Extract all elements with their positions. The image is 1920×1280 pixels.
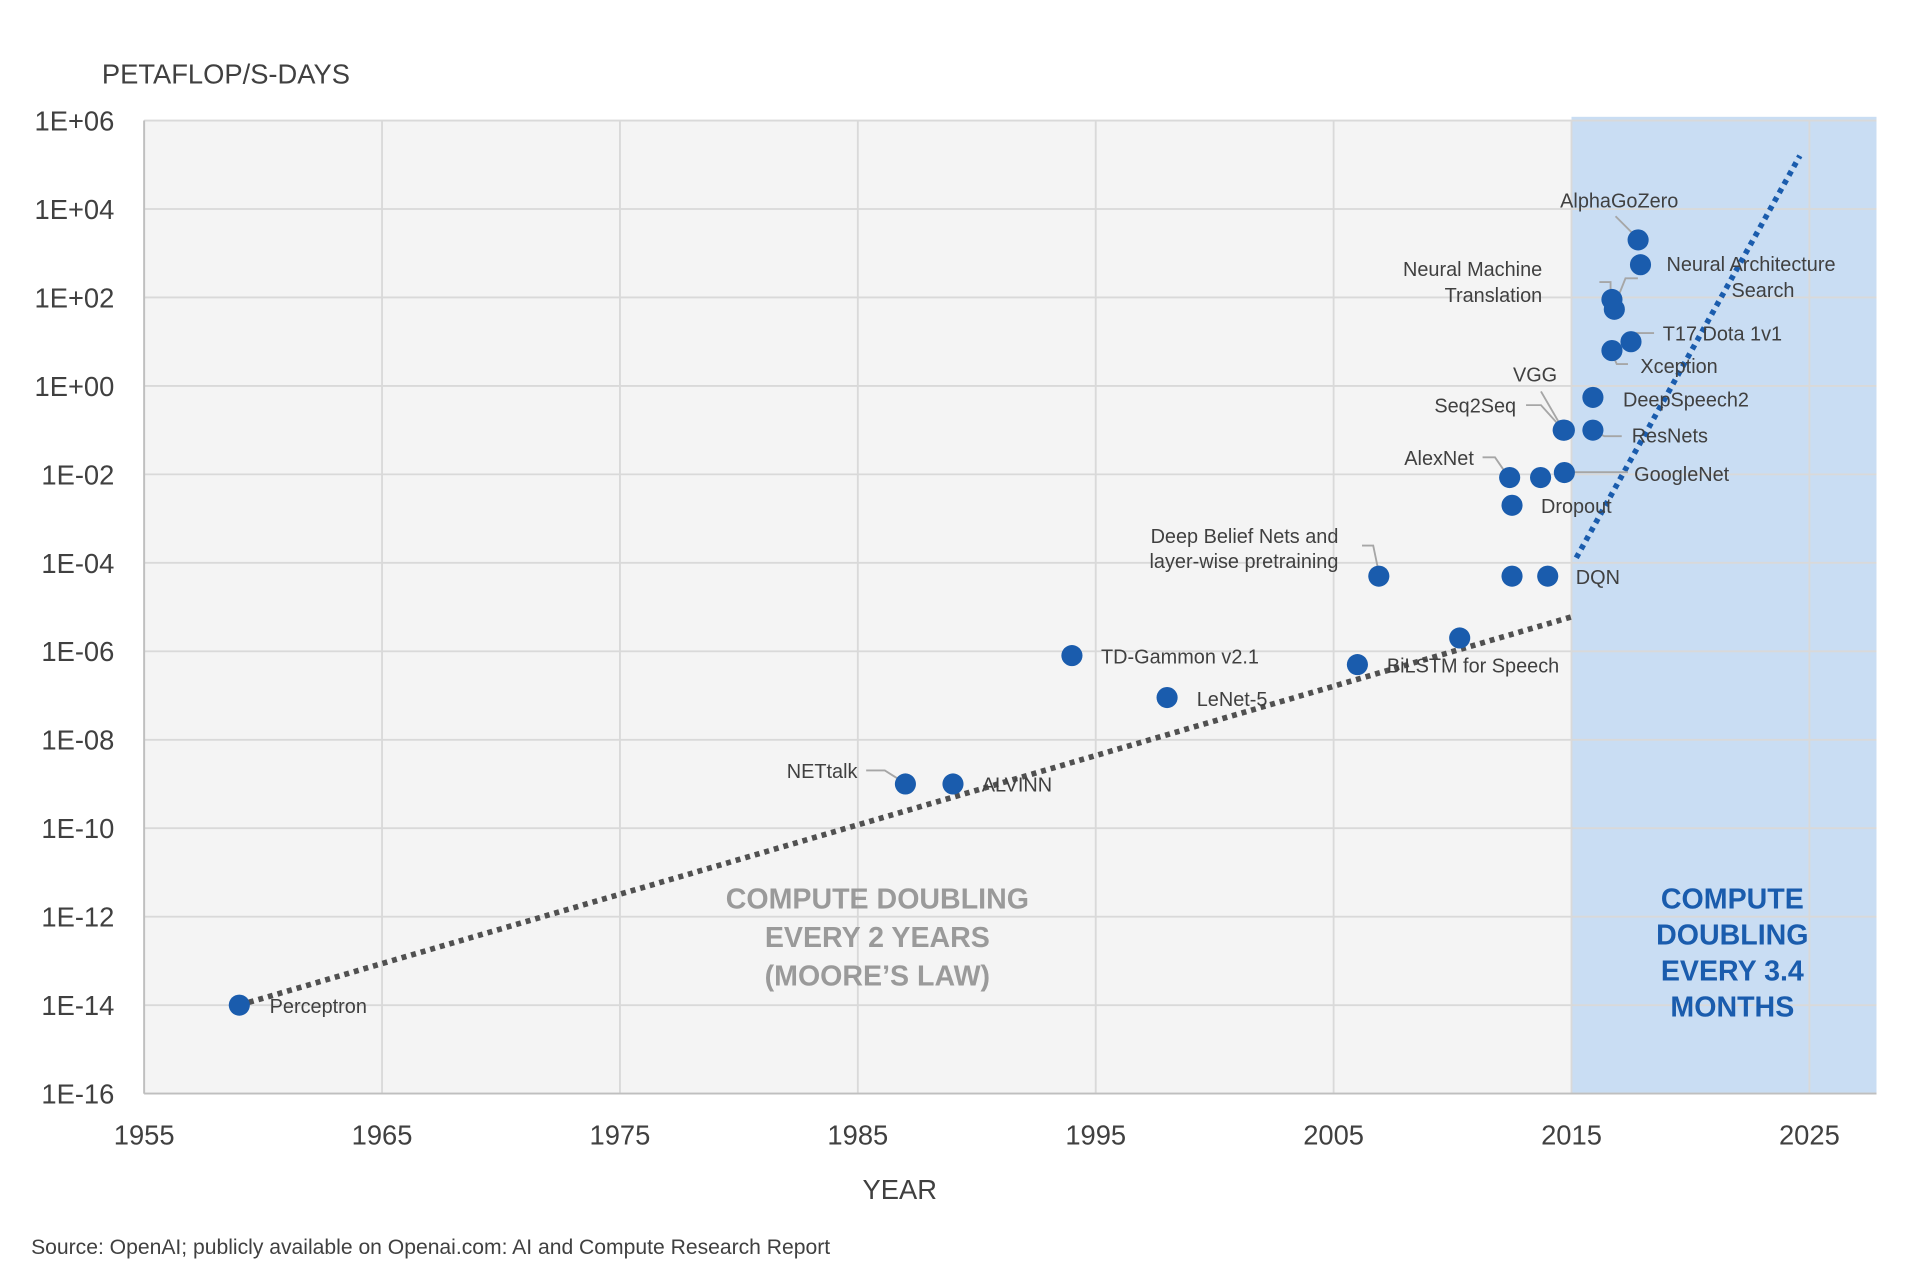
x-tick-label: 1985: [827, 1120, 888, 1151]
y-tick-label: 1E-04: [41, 548, 114, 579]
annotation-modern-era: COMPUTE: [1661, 883, 1804, 915]
point-labels: Perceptron NETtalk ALVINN TD-Gammon v2.1 LeN…: [270, 191, 1836, 1018]
point-label: LeNet-5: [1197, 689, 1268, 711]
point-label: GoogleNet: [1634, 464, 1729, 486]
point-label: BiLSTM for Speech: [1387, 655, 1559, 677]
data-point: [1156, 686, 1178, 709]
point-label: layer-wise pretraining: [1150, 551, 1339, 573]
point-label: AlphaGoZero: [1560, 191, 1678, 213]
point-label: TD-Gammon v2.1: [1101, 647, 1259, 669]
data-point: [1346, 654, 1368, 676]
annotation-moores-law: COMPUTE DOUBLING: [726, 883, 1029, 915]
point-label: ALVINN: [982, 775, 1052, 797]
modern-era-region: [1571, 116, 1877, 1094]
data-point: [1601, 340, 1623, 362]
data-point: [1582, 419, 1604, 441]
data-point: [1629, 254, 1652, 276]
point-label: NETtalk: [787, 761, 858, 783]
annotation-modern-era: MONTHS: [1670, 992, 1794, 1024]
x-tick-label: 1975: [590, 1120, 651, 1151]
y-tick-label: 1E-10: [41, 813, 114, 844]
data-point: [1061, 645, 1083, 667]
trend-lines: [238, 154, 1803, 1008]
data-point: [1620, 331, 1642, 353]
data-point: [1499, 466, 1521, 489]
y-axis: 1E+06 1E+04 1E+02 1E+00 1E-02 1E-04 1E-06 1E-08…: [35, 105, 115, 1109]
annotation-moores-law: EVERY 2 YEARS: [765, 922, 990, 954]
y-tick-label: 1E-06: [41, 636, 114, 667]
data-point: [1552, 419, 1574, 441]
point-label: Search: [1732, 280, 1795, 302]
data-point: [1368, 565, 1390, 587]
point-label: DQN: [1576, 567, 1620, 589]
point-label: Dropout: [1541, 496, 1612, 518]
data-point: [1582, 386, 1604, 408]
x-axis: 1955 1965 1975 1985 1995 2005 2015 2025: [114, 1120, 1840, 1151]
x-tick-label: 2025: [1779, 1120, 1840, 1151]
x-tick-label: 1965: [352, 1120, 413, 1151]
grid: [143, 119, 1877, 1095]
y-tick-label: 1E+06: [35, 105, 115, 136]
point-label: Xception: [1640, 356, 1717, 378]
point-label: Neural Architecture: [1666, 254, 1835, 276]
point-label: Perceptron: [270, 996, 367, 1018]
y-tick-label: 1E+02: [35, 282, 115, 313]
point-label: DeepSpeech2: [1623, 389, 1749, 411]
x-tick-label: 1995: [1065, 1120, 1126, 1151]
y-tick-label: 1E-02: [41, 459, 114, 490]
source-note: Source: OpenAI; publicly available on Op…: [31, 1236, 830, 1259]
point-label: Deep Belief Nets and: [1151, 526, 1339, 548]
y-tick-label: 1E-08: [41, 725, 114, 756]
data-point: [894, 773, 916, 795]
trend-line-modern: [1573, 154, 1803, 560]
data-points: [228, 229, 1652, 1016]
x-axis-label: YEAR: [863, 1174, 937, 1205]
point-label: T17 Dota 1v1: [1663, 324, 1782, 346]
data-point: [1501, 494, 1523, 516]
point-label: ResNets: [1632, 425, 1708, 447]
y-tick-label: 1E+04: [35, 194, 115, 225]
x-tick-label: 2005: [1303, 1120, 1364, 1151]
x-tick-label: 2015: [1541, 1120, 1602, 1151]
annotation-moores-law: (MOORE’S LAW): [765, 960, 990, 992]
leader-line: [1526, 404, 1565, 431]
x-tick-label: 1955: [114, 1120, 175, 1151]
data-point: [1627, 229, 1649, 251]
point-label: Translation: [1445, 285, 1543, 307]
annotation-modern-era: DOUBLING: [1656, 919, 1808, 951]
leader-line: [1362, 544, 1381, 576]
data-point: [228, 994, 250, 1016]
point-label: Neural Machine: [1403, 259, 1542, 281]
data-point: [942, 773, 964, 795]
point-label: VGG: [1513, 365, 1557, 387]
data-point: [1449, 627, 1471, 649]
annotation-modern-era: EVERY 3.4: [1661, 956, 1804, 988]
y-tick-label: 1E+00: [35, 371, 115, 402]
y-tick-label: 1E-12: [41, 902, 114, 933]
y-tick-label: 1E-14: [41, 990, 114, 1021]
data-point: [1530, 466, 1552, 489]
data-point: [1501, 565, 1523, 587]
data-point: [1553, 461, 1575, 484]
data-point: [1537, 565, 1559, 587]
y-axis-label: PETAFLOP/S-DAYS: [102, 58, 350, 89]
data-point: [1603, 298, 1625, 320]
annotations: COMPUTE DOUBLING EVERY 2 YEARS (MOORE’S LA…: [726, 883, 1809, 1023]
trend-line-moores-law: [238, 614, 1573, 1008]
y-tick-label: 1E-16: [41, 1079, 114, 1110]
point-label: Seq2Seq: [1434, 396, 1516, 418]
point-label: AlexNet: [1404, 448, 1474, 470]
